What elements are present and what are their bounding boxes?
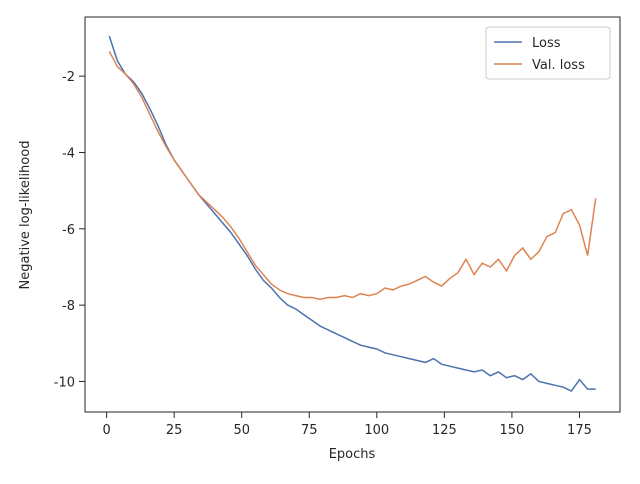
x-tick-label: 125 — [432, 423, 457, 438]
legend: Loss Val. loss — [485, 26, 611, 80]
y-axis-label: Negative log-likelihood — [18, 141, 33, 290]
x-tick-label: 100 — [364, 423, 389, 438]
legend-label: Val. loss — [532, 58, 585, 73]
series-line — [108, 50, 597, 301]
y-tick-label: -4 — [62, 146, 75, 161]
x-tick-label: 0 — [102, 423, 110, 438]
plot-frame — [84, 16, 621, 413]
x-tick-label: 50 — [233, 423, 250, 438]
y-tick-label: -10 — [54, 375, 75, 390]
y-tick-label: -6 — [62, 223, 75, 238]
x-tick-label: 150 — [500, 423, 525, 438]
y-tick-label: -8 — [62, 299, 75, 314]
x-tick-label: 75 — [301, 423, 318, 438]
x-tick-label: 25 — [166, 423, 183, 438]
y-tick-label: -2 — [62, 70, 75, 85]
x-tick-label: 175 — [567, 423, 592, 438]
legend-box — [485, 26, 611, 80]
x-axis-label: Epochs — [329, 447, 376, 462]
legend-label: Loss — [532, 36, 561, 51]
